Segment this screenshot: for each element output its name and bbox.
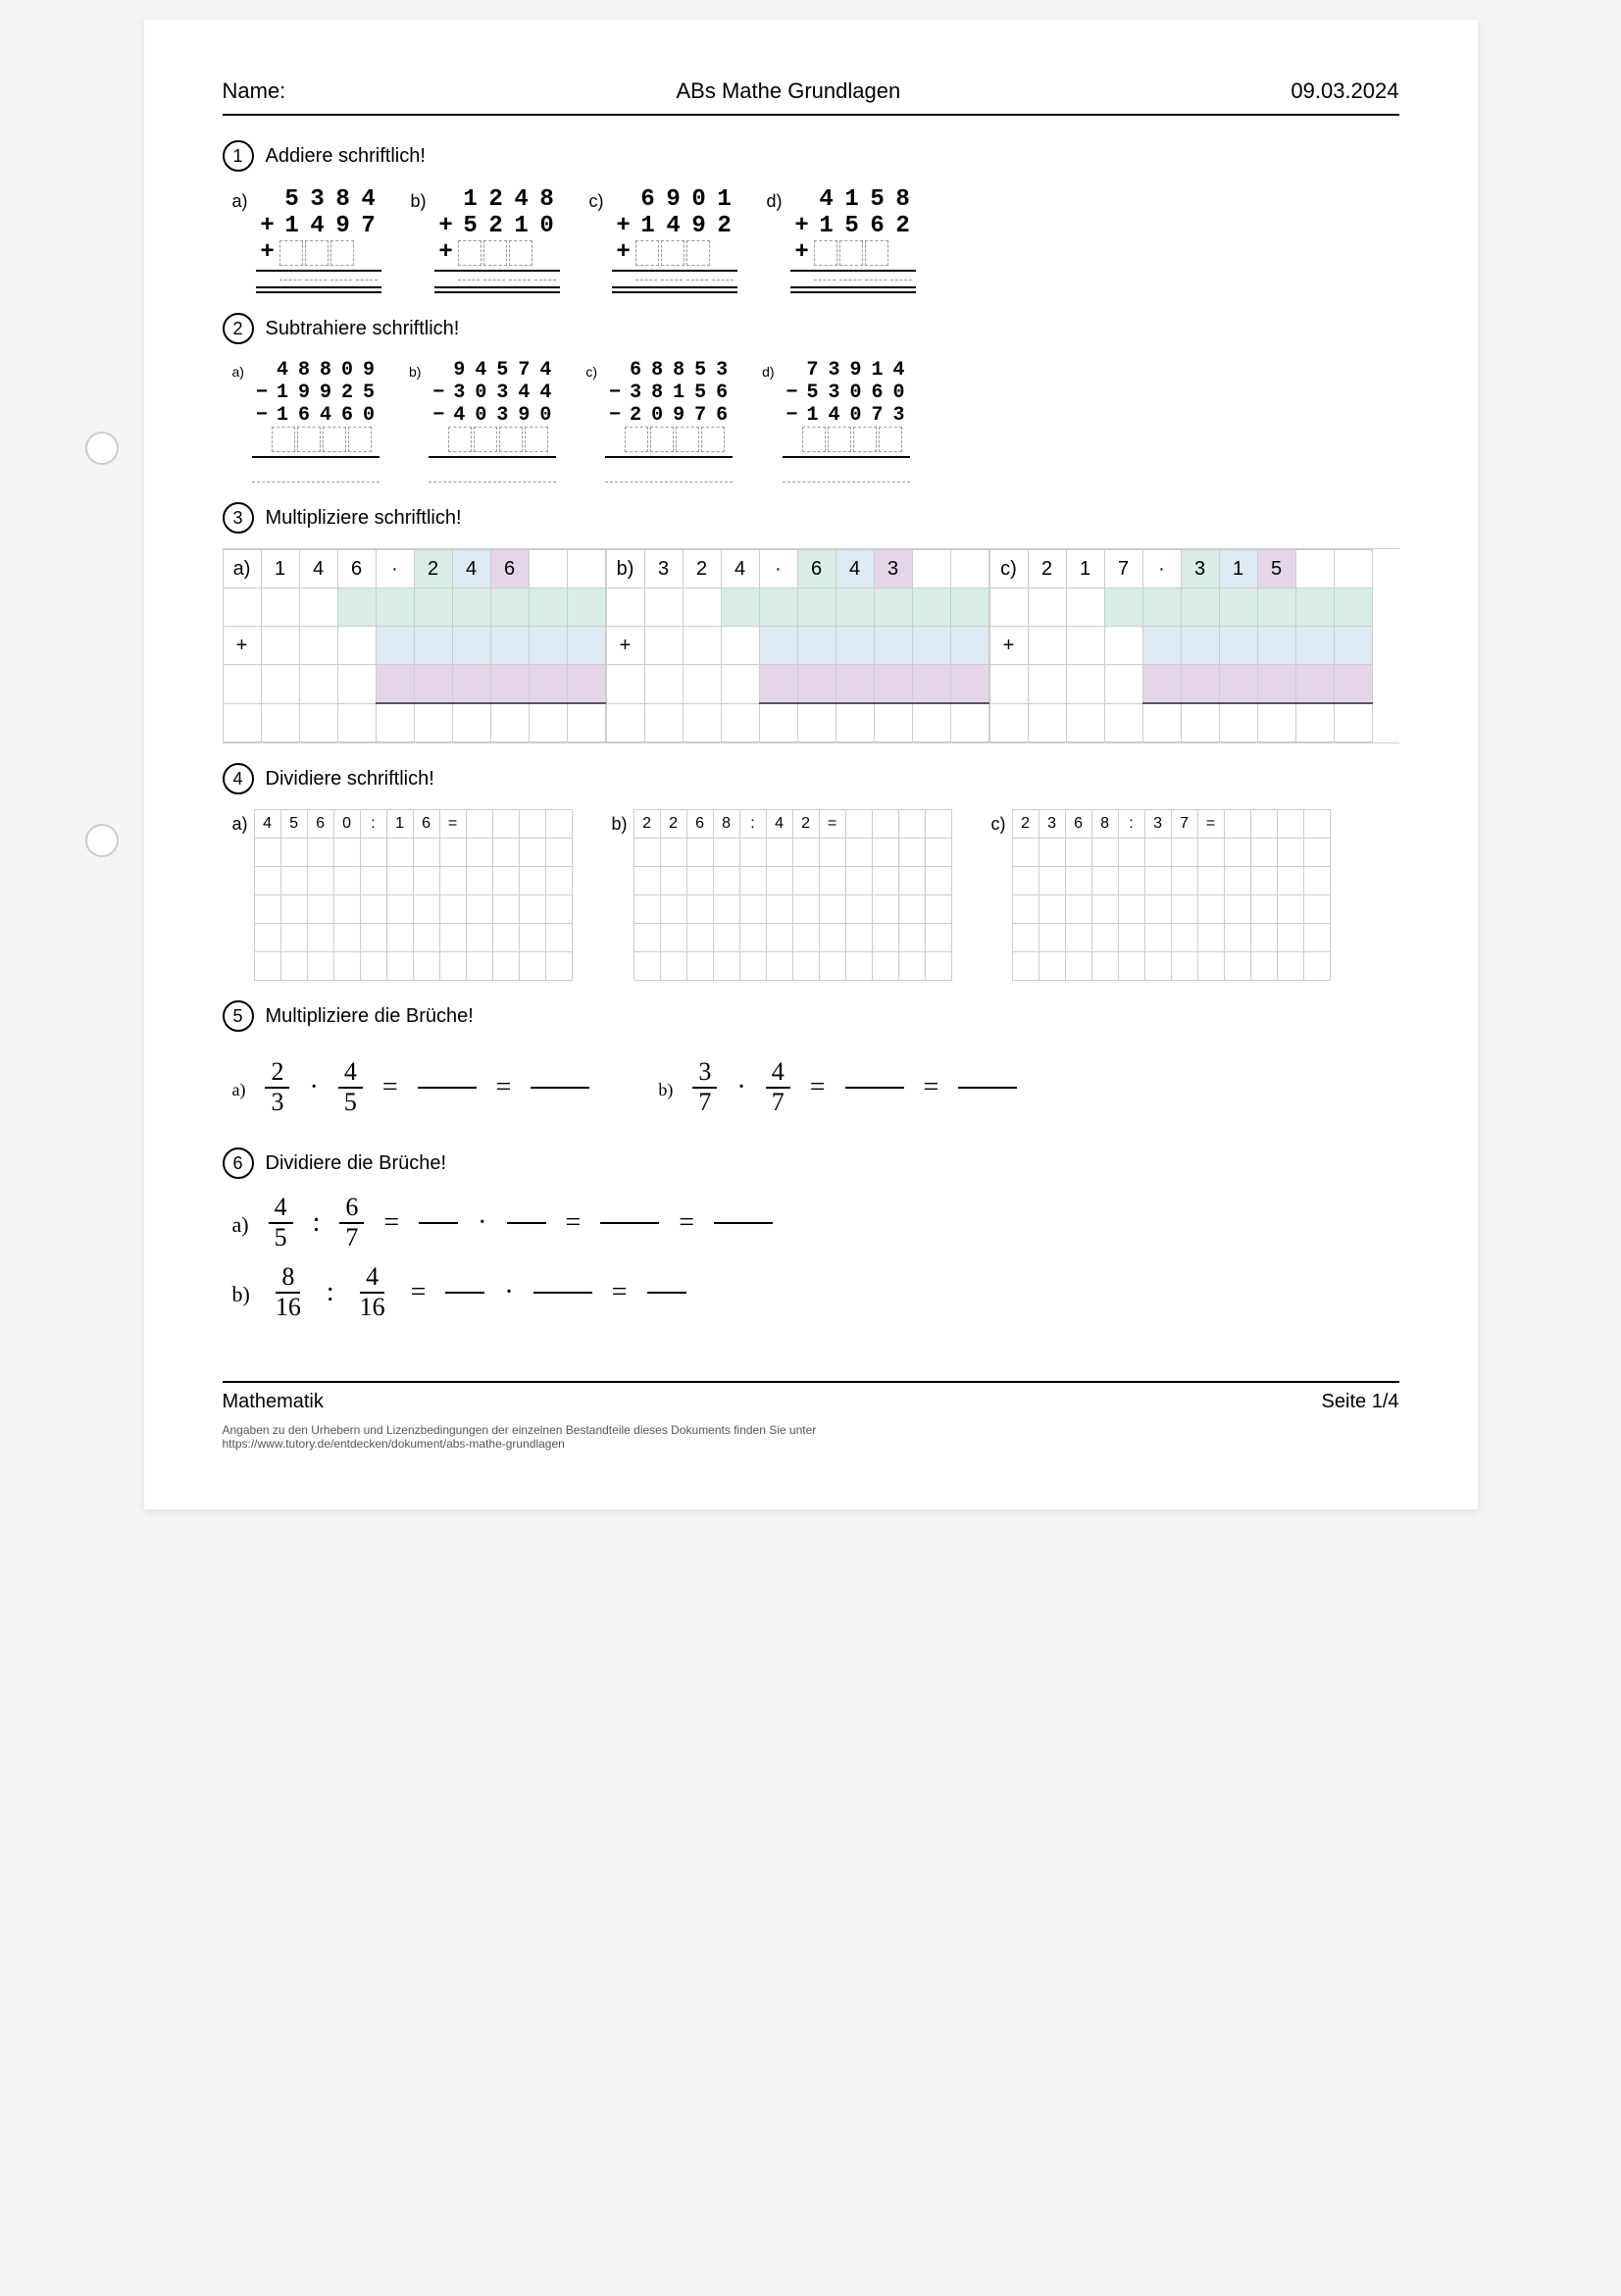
addition-problem: a) 5384 +1497 + <box>232 186 381 293</box>
section-number: 1 <box>223 140 254 172</box>
mult-table: c)217·315+ <box>989 549 1373 742</box>
fraction-div-a: a) 45 : 67 = · = = <box>232 1194 1399 1251</box>
addition-problem: d) 4158 +1562 + <box>767 186 916 293</box>
problem-label: a) <box>232 1075 246 1100</box>
section-4-title: 4 Dividiere schriftlich! <box>223 763 1399 794</box>
problem-label: c) <box>589 186 604 293</box>
section-text: Dividiere die Brüche! <box>266 1152 447 1175</box>
section-number: 5 <box>223 1000 254 1032</box>
subject: Mathematik <box>223 1391 324 1413</box>
section-text: Multipliziere schriftlich! <box>266 507 462 530</box>
section-5-title: 5 Multipliziere die Brüche! <box>223 1000 1399 1032</box>
page-footer: Mathematik Seite 1/4 <box>223 1381 1399 1413</box>
section-text: Addiere schriftlich! <box>266 145 426 168</box>
problem-label: b) <box>658 1075 673 1100</box>
section-3-title: 3 Multipliziere schriftlich! <box>223 502 1399 534</box>
addition-problem: b) 1248 +5210 + <box>411 186 560 293</box>
division-problems: a) 4560:16=b) 2268:42=c) 2368:37= <box>232 809 1399 981</box>
section-number: 6 <box>223 1148 254 1179</box>
section-1-title: 1 Addiere schriftlich! <box>223 140 1399 172</box>
punch-hole <box>85 824 119 857</box>
problem-label: a) <box>232 186 248 293</box>
problem-label: b) <box>409 359 421 483</box>
division-problem: b) 2268:42= <box>612 809 952 981</box>
section-number: 3 <box>223 502 254 534</box>
addition-problem: c) 6901 +1492 + <box>589 186 737 293</box>
subtraction-problem: d) 73914 −53060 −14073 <box>762 359 909 483</box>
addition-problems: a) 5384 +1497 + b) 1248 +5210 + c) 6901 … <box>232 186 1399 293</box>
section-2-title: 2 Subtrahiere schriftlich! <box>223 313 1399 344</box>
fraction-div-b: b) 816 : 416 = · = <box>232 1263 1399 1321</box>
subtraction-problem: b) 94574 −30344 −40390 <box>409 359 556 483</box>
problem-label: a) <box>232 1207 249 1238</box>
problem-label: a) <box>232 809 248 981</box>
section-text: Multipliziere die Brüche! <box>266 1005 474 1028</box>
problem-label: c) <box>585 359 597 483</box>
fraction-problem-b: b) 37 · 47 = = <box>658 1058 1017 1116</box>
problem-label: c) <box>991 809 1006 981</box>
problem-label: b) <box>232 1277 250 1307</box>
multiplication-grid: a)146·246+b)324·643+c)217·315+ <box>223 548 1399 743</box>
subtraction-problems: a) 48809 −19925 −16460 b) 94574 −30344 −… <box>232 359 1399 483</box>
problem-label: d) <box>762 359 774 483</box>
page-number: Seite 1/4 <box>1322 1391 1399 1413</box>
section-text: Dividiere schriftlich! <box>266 768 434 791</box>
division-problem: c) 2368:37= <box>991 809 1331 981</box>
mult-table: a)146·246+ <box>223 549 606 742</box>
division-problem: a) 4560:16= <box>232 809 573 981</box>
footnote: Angaben zu den Urhebern und Lizenzbeding… <box>223 1423 1399 1451</box>
problem-label: d) <box>767 186 783 293</box>
problem-label: b) <box>612 809 628 981</box>
section-number: 4 <box>223 763 254 794</box>
section-number: 2 <box>223 313 254 344</box>
page-header: Name: ABs Mathe Grundlagen 09.03.2024 <box>223 78 1399 116</box>
mult-table: b)324·643+ <box>606 549 989 742</box>
fraction-mult-row: a) 23 · 45 = = b) 37 · 47 = = <box>223 1046 1399 1128</box>
worksheet-page: Name: ABs Mathe Grundlagen 09.03.2024 1 … <box>144 20 1478 1509</box>
name-label: Name: <box>223 78 286 104</box>
date: 09.03.2024 <box>1291 78 1398 104</box>
subtraction-problem: a) 48809 −19925 −16460 <box>232 359 380 483</box>
section-text: Subtrahiere schriftlich! <box>266 318 460 340</box>
section-6-title: 6 Dividiere die Brüche! <box>223 1148 1399 1179</box>
problem-label: a) <box>232 359 244 483</box>
subtraction-problem: c) 68853 −38156 −20976 <box>585 359 733 483</box>
problem-label: b) <box>411 186 427 293</box>
page-title: ABs Mathe Grundlagen <box>676 78 900 104</box>
punch-hole <box>85 432 119 465</box>
fraction-problem-a: a) 23 · 45 = = <box>232 1058 590 1116</box>
